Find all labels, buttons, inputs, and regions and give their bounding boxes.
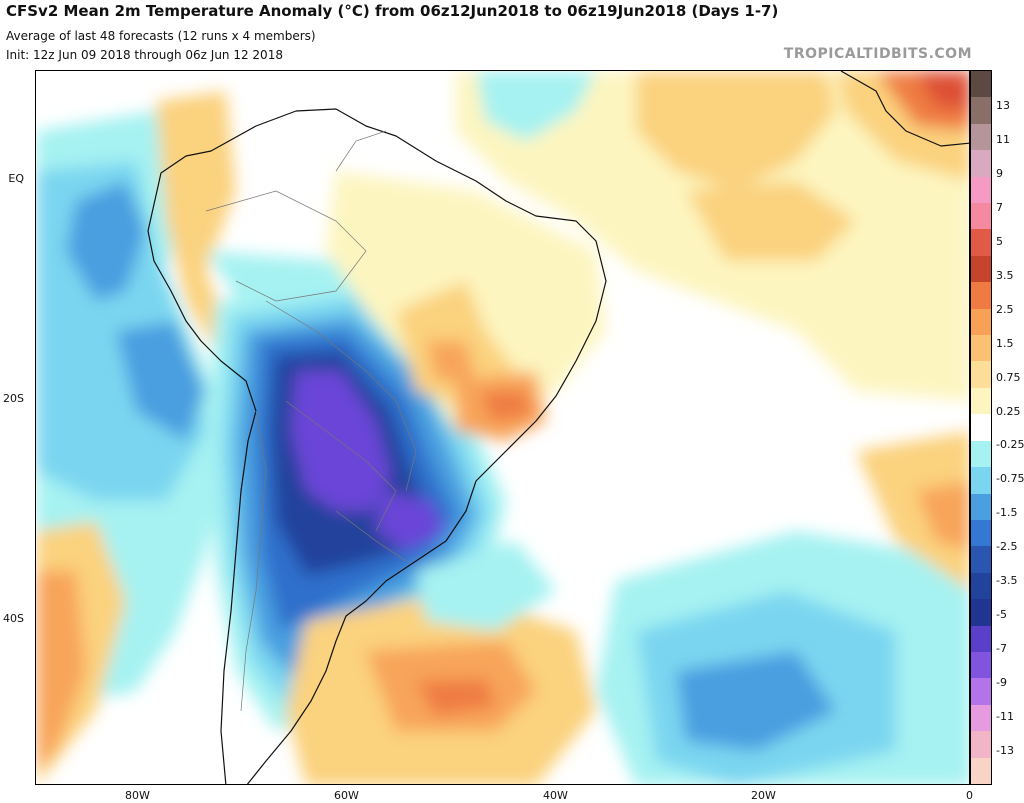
border-line	[335, 130, 387, 172]
colorbar-cell	[971, 123, 991, 151]
source-credit: TROPICALTIDBITS.COM	[783, 46, 972, 62]
colorbar-cell	[971, 282, 991, 310]
colorbar-tick-label: -5	[996, 608, 1007, 622]
colorbar-tick-label: -0.75	[996, 472, 1024, 486]
border-line	[205, 190, 367, 302]
colorbar-cell	[971, 467, 991, 495]
map-canvas	[36, 71, 969, 784]
lon-label-80w: 80W	[125, 789, 150, 802]
africa-coast	[840, 71, 969, 147]
lat-label-eq: EQ	[8, 172, 24, 185]
cool-patch	[66, 181, 146, 301]
border-line	[240, 410, 267, 712]
warm-patch	[36, 571, 86, 771]
colorbar-cell	[971, 493, 991, 521]
colorbar-tick-label: -11	[996, 710, 1014, 724]
colorbar-tick-label: 2.5	[996, 302, 1014, 316]
anomaly-map	[35, 70, 970, 785]
colorbar-cell	[971, 255, 991, 283]
colorbar-cell	[971, 335, 991, 363]
lon-label-20w: 20W	[751, 789, 776, 802]
colorbar-cell	[971, 440, 991, 468]
lat-label-40s: 40S	[3, 612, 24, 625]
chart-subtitle: Average of last 48 forecasts (12 runs x …	[6, 29, 316, 43]
colorbar-tick-label: 1.5	[996, 336, 1014, 350]
colorbar-cell	[971, 704, 991, 732]
chart-title: CFSv2 Mean 2m Temperature Anomaly (°C) f…	[6, 2, 779, 20]
border-line	[335, 510, 407, 562]
colorbar-cell	[971, 546, 991, 574]
colorbar-cell	[971, 176, 991, 204]
colorbar	[970, 70, 992, 785]
colorbar-tick-label: 7	[996, 200, 1003, 214]
colorbar-cell	[971, 757, 991, 784]
warm-patch	[416, 679, 496, 716]
warm-patch	[856, 431, 969, 590]
anomaly-field	[36, 71, 969, 784]
cool-patch	[291, 371, 391, 511]
colorbar-tick-label: -13	[996, 744, 1014, 758]
warm-patch	[481, 391, 531, 421]
colorbar-tick-label: 11	[996, 132, 1010, 146]
warm-patch	[916, 481, 969, 551]
border-line	[265, 300, 417, 492]
country-borders	[205, 130, 417, 712]
lat-label-20s: 20S	[3, 392, 24, 405]
colorbar-cell	[971, 308, 991, 336]
colorbar-tick-label: -7	[996, 642, 1007, 656]
colorbar-tick-label: 9	[996, 166, 1003, 180]
colorbar-tick-label: -2.5	[996, 540, 1018, 554]
colorbar-tick-label: -9	[996, 676, 1007, 690]
colorbar-cell	[971, 731, 991, 759]
warm-patch	[426, 341, 476, 381]
colorbar-cell	[971, 71, 991, 98]
cool-patch	[676, 651, 836, 751]
colorbar-tick-label: 0.25	[996, 404, 1021, 418]
warm-patch	[686, 181, 856, 261]
cool-patch	[416, 541, 556, 631]
colorbar-cell	[971, 519, 991, 547]
colorbar-cell	[971, 572, 991, 600]
cool-patch	[476, 71, 596, 141]
colorbar-tick-label: 5	[996, 234, 1003, 248]
init-times: Init: 12z Jun 09 2018 through 06z Jun 12…	[6, 48, 283, 62]
colorbar-cell	[971, 203, 991, 231]
warm-patch	[636, 71, 836, 191]
lon-label-40w: 40W	[543, 789, 568, 802]
colorbar-cell	[971, 651, 991, 679]
lon-label-0: 0	[966, 789, 973, 802]
colorbar-cell	[971, 414, 991, 442]
colorbar-tick-label: -0.25	[996, 438, 1024, 452]
colorbar-cell	[971, 625, 991, 653]
colorbar-cell	[971, 678, 991, 706]
colorbar-tick-label: -3.5	[996, 574, 1018, 588]
cool-patch	[376, 491, 446, 551]
colorbar-cell	[971, 150, 991, 178]
colorbar-tick-label: 3.5	[996, 268, 1014, 282]
colorbar-cell	[971, 229, 991, 257]
colorbar-tick-label: 0.75	[996, 370, 1021, 384]
colorbar-cell	[971, 361, 991, 389]
cool-patch	[116, 321, 206, 441]
border-line	[285, 400, 397, 532]
warm-patch	[916, 71, 969, 111]
lon-label-60w: 60W	[334, 789, 359, 802]
colorbar-cell	[971, 97, 991, 125]
colorbar-tick-label: 13	[996, 98, 1010, 112]
colorbar-tick-label: -1.5	[996, 506, 1018, 520]
warm-patch	[156, 91, 306, 451]
colorbar-cell	[971, 387, 991, 415]
colorbar-cell	[971, 599, 991, 627]
